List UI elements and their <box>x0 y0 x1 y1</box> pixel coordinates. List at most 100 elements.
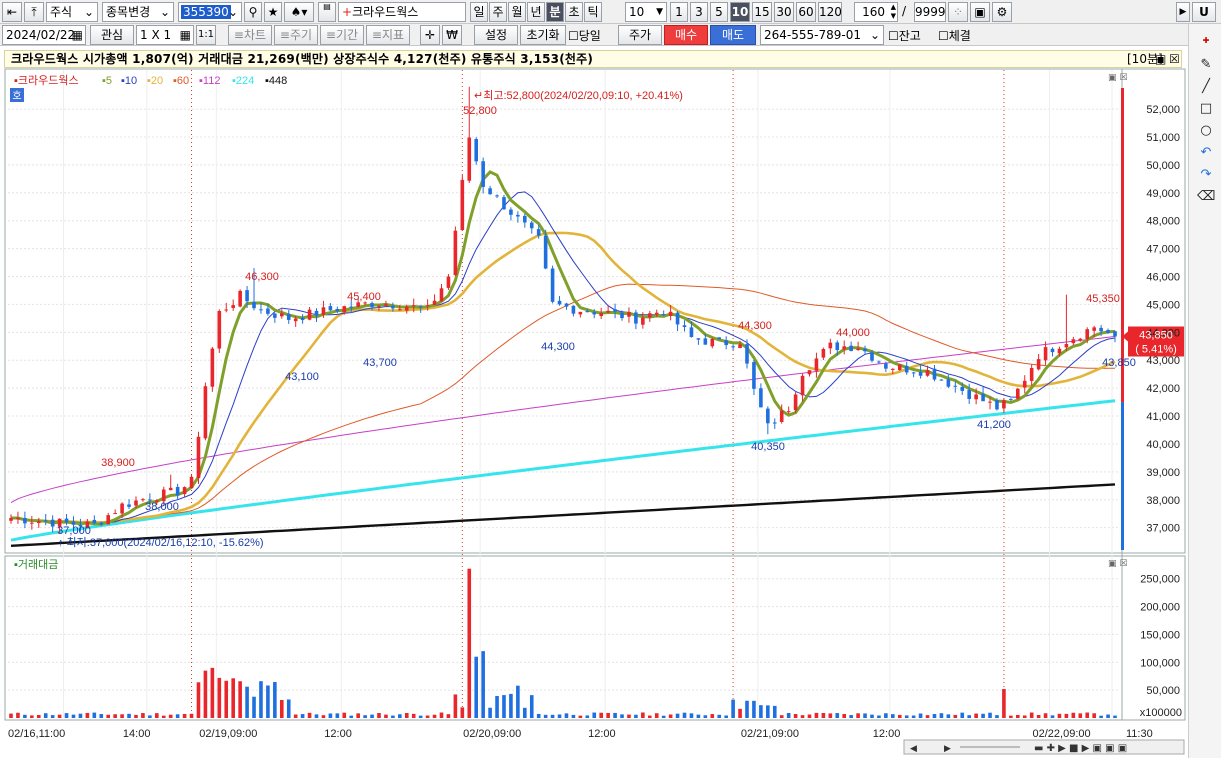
volume-bar <box>314 714 319 718</box>
line-icon[interactable]: ╱ <box>1202 79 1210 94</box>
restore-icon[interactable]: ▣ <box>1155 52 1167 66</box>
search-icon[interactable]: ⚲ <box>244 2 262 22</box>
market-select[interactable]: 주식 ⌄ <box>46 2 98 22</box>
period-tab-0[interactable]: 일 <box>470 2 488 22</box>
stock-code-input[interactable]: 355390 ⌄ <box>178 2 242 22</box>
period-tag: [10분] <box>1127 52 1163 66</box>
gear-icon[interactable]: ⚙ <box>992 2 1012 22</box>
tab-indicator[interactable]: ≡지표 <box>366 25 410 45</box>
period-tab-3[interactable]: 년 <box>527 2 545 22</box>
period-tab-1[interactable]: 주 <box>489 2 507 22</box>
candle-body <box>856 348 860 351</box>
period-tab-6[interactable]: 틱 <box>584 2 602 22</box>
volume-bar <box>203 670 208 718</box>
watch-button[interactable]: 관심 <box>90 25 134 45</box>
account-select[interactable]: 264-555-789-01 ⌄ <box>760 25 884 45</box>
candle-body <box>703 338 708 345</box>
volume-bar <box>696 714 701 718</box>
candle-body <box>710 338 715 347</box>
interval-select[interactable]: 10 ▼ <box>625 2 667 22</box>
candle-body <box>43 520 48 522</box>
history-icon[interactable]: ▤ <box>318 2 336 22</box>
count-input[interactable]: 160 ▲ ▼ <box>854 2 898 22</box>
redo-icon[interactable]: ↷ <box>1200 167 1212 182</box>
stock-name-field[interactable]: +크라우드웍스 <box>338 2 466 22</box>
tab-chart[interactable]: ≡차트 <box>228 25 272 45</box>
buy-button[interactable]: 매수 <box>664 25 708 45</box>
volume-bar <box>286 699 291 718</box>
volume-bar <box>536 713 541 718</box>
top-icon[interactable]: ⤒ <box>24 2 44 22</box>
volume-bar <box>828 713 833 718</box>
range-bar-down <box>1121 402 1124 550</box>
volume-bar <box>78 713 83 718</box>
close-icon[interactable]: ☒ <box>1169 52 1180 66</box>
quick-interval-15[interactable]: 15 <box>752 2 772 22</box>
volume-bar <box>1099 715 1103 718</box>
fill-checkbox[interactable]: ☐체결 <box>938 29 971 43</box>
eraser-icon[interactable]: ⌫ <box>1197 189 1216 204</box>
range-bar-up <box>1121 88 1124 403</box>
price-annotation: 44,000 <box>836 327 870 339</box>
sell-button[interactable]: 매도 <box>710 25 756 45</box>
pin-icon[interactable]: ⇤ <box>2 2 22 22</box>
star-icon[interactable]: ★ <box>264 2 282 22</box>
quick-interval-120[interactable]: 120 <box>818 2 842 22</box>
u-button[interactable]: U <box>1192 2 1216 22</box>
chart-area[interactable]: 52,000 51,000 50,000 49,000 48,000 47,000 46,0… <box>4 68 1186 756</box>
crosshair-icon[interactable]: ✛ <box>420 25 440 45</box>
volume-bar <box>141 713 145 718</box>
won-button[interactable]: ₩ <box>442 25 462 45</box>
y-tick-label: 47,000 <box>1146 244 1180 256</box>
volume-bar <box>1043 713 1048 718</box>
rectangle-icon[interactable]: □ <box>1199 101 1213 116</box>
quick-interval-10[interactable]: 10 <box>730 2 750 22</box>
quick-interval-5[interactable]: 5 <box>710 2 728 22</box>
period-tab-2[interactable]: 월 <box>508 2 526 22</box>
settings-button[interactable]: 설정 <box>474 25 518 45</box>
tool-icon[interactable]: ✚ <box>1202 36 1210 45</box>
candle-body <box>946 379 951 387</box>
caret-right-icon[interactable]: ▶ <box>1176 2 1190 22</box>
quick-interval-3[interactable]: 3 <box>690 2 708 22</box>
save-icon[interactable]: ▣ <box>970 2 990 22</box>
undo-icon[interactable]: ↶ <box>1200 145 1212 160</box>
candle-body <box>279 313 284 317</box>
candle-body <box>398 309 402 311</box>
price-button[interactable]: 주가 <box>618 25 662 45</box>
quick-interval-1[interactable]: 1 <box>670 2 688 22</box>
quick-interval-60[interactable]: 60 <box>796 2 816 22</box>
price-annotation: 45,400 <box>347 291 381 303</box>
count-separator: / <box>902 4 907 18</box>
candle-body <box>897 364 902 370</box>
tab-range[interactable]: ≡기간 <box>320 25 364 45</box>
layout-select[interactable]: 1 X 1 ▦ <box>136 25 194 45</box>
volume-bar <box>904 715 909 718</box>
volume-bar <box>661 715 666 718</box>
candle-body <box>349 306 354 308</box>
period-tab-4[interactable]: 분 <box>546 2 564 22</box>
one-to-one-button[interactable]: 1:1 <box>196 25 216 45</box>
tab-period[interactable]: ≡주기 <box>274 25 318 45</box>
count-max-input[interactable]: 9999 <box>914 2 946 22</box>
ma112-line <box>10 336 1116 504</box>
balance-checkbox[interactable]: ☐잔고 <box>888 29 921 43</box>
period-tab-5[interactable]: 초 <box>565 2 583 22</box>
reset-button[interactable]: 초기화 <box>520 25 566 45</box>
pencil-icon[interactable]: ✎ <box>1200 57 1212 72</box>
volume-bar <box>328 713 333 718</box>
date-picker[interactable]: 2024/02/22 ▦ <box>2 25 86 45</box>
quick-interval-30[interactable]: 30 <box>774 2 794 22</box>
candle-body <box>370 303 374 307</box>
spinner-icon: ▲ ▼ <box>890 3 896 20</box>
today-checkbox[interactable]: ☐당일 <box>568 29 601 43</box>
candle-body <box>259 309 263 311</box>
bell-icon[interactable]: ♠▾ <box>284 2 314 22</box>
circle-icon[interactable]: ○ <box>1200 123 1212 138</box>
price-chart-svg[interactable]: 52,000 51,000 50,000 49,000 48,000 47,000 46,0… <box>4 68 1186 756</box>
change-stock-select[interactable]: 종목변경 ⌄ <box>102 2 174 22</box>
candle-body <box>307 309 312 320</box>
candle-body <box>155 500 159 502</box>
candle-body <box>1113 331 1117 337</box>
grid-icon[interactable]: ⁘ <box>948 2 968 22</box>
